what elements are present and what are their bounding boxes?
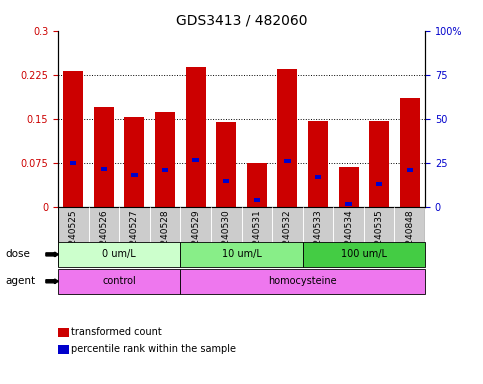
Text: GSM240848: GSM240848 [405, 209, 414, 264]
Bar [284, 159, 291, 164]
Bar [131, 173, 138, 177]
Text: percentile rank within the sample: percentile rank within the sample [71, 344, 236, 354]
Bar [400, 98, 420, 207]
Bar [63, 71, 83, 207]
Text: GSM240526: GSM240526 [99, 209, 108, 264]
FancyBboxPatch shape [242, 207, 272, 267]
Bar [185, 67, 206, 207]
FancyBboxPatch shape [364, 207, 395, 267]
Text: agent: agent [6, 276, 36, 286]
FancyBboxPatch shape [303, 242, 425, 267]
Bar [277, 69, 298, 207]
Bar [407, 168, 413, 172]
Bar [223, 179, 229, 183]
Text: GSM240533: GSM240533 [313, 209, 323, 264]
Text: GSM240532: GSM240532 [283, 209, 292, 264]
Bar [315, 175, 321, 179]
Text: dose: dose [6, 249, 31, 260]
Text: 10 um/L: 10 um/L [222, 249, 261, 260]
Bar [125, 117, 144, 207]
FancyBboxPatch shape [58, 242, 180, 267]
Text: homocysteine: homocysteine [269, 276, 337, 286]
Text: control: control [102, 276, 136, 286]
Text: GSM240531: GSM240531 [252, 209, 261, 264]
Bar [254, 198, 260, 202]
Text: transformed count: transformed count [71, 327, 162, 337]
Text: GSM240525: GSM240525 [69, 209, 78, 264]
Bar [247, 162, 267, 207]
Bar [94, 107, 114, 207]
FancyBboxPatch shape [180, 269, 425, 294]
Text: GSM240529: GSM240529 [191, 209, 200, 264]
Text: GSM240534: GSM240534 [344, 209, 353, 264]
Text: 100 um/L: 100 um/L [341, 249, 387, 260]
FancyBboxPatch shape [303, 207, 333, 267]
Bar [192, 158, 199, 162]
Text: GSM240530: GSM240530 [222, 209, 231, 264]
Text: 0 um/L: 0 um/L [102, 249, 136, 260]
FancyBboxPatch shape [58, 207, 88, 267]
Bar [155, 112, 175, 207]
FancyBboxPatch shape [272, 207, 303, 267]
FancyBboxPatch shape [180, 242, 303, 267]
Bar [369, 121, 389, 207]
Bar [308, 121, 328, 207]
Bar [216, 122, 236, 207]
Bar [376, 182, 383, 186]
Text: GSM240527: GSM240527 [130, 209, 139, 264]
Bar [100, 167, 107, 171]
Bar [345, 202, 352, 207]
Bar [70, 161, 76, 165]
FancyBboxPatch shape [119, 207, 150, 267]
Bar [339, 167, 358, 207]
FancyBboxPatch shape [150, 207, 180, 267]
Text: GDS3413 / 482060: GDS3413 / 482060 [176, 13, 307, 27]
FancyBboxPatch shape [211, 207, 242, 267]
Bar [162, 168, 168, 172]
Text: GSM240528: GSM240528 [160, 209, 170, 264]
FancyBboxPatch shape [395, 207, 425, 267]
FancyBboxPatch shape [180, 207, 211, 267]
Text: GSM240535: GSM240535 [375, 209, 384, 264]
FancyBboxPatch shape [88, 207, 119, 267]
FancyBboxPatch shape [58, 269, 180, 294]
FancyBboxPatch shape [333, 207, 364, 267]
